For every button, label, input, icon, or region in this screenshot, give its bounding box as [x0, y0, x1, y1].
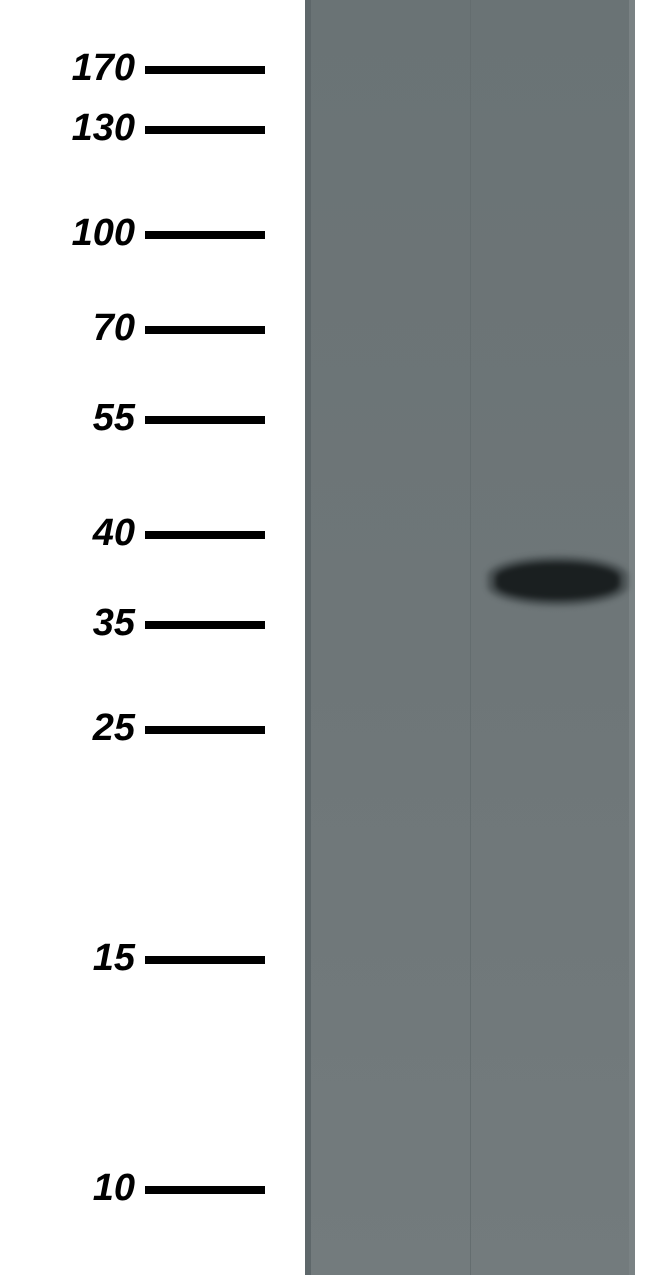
marker-label-25: 25 [35, 707, 135, 750]
marker-tick-55 [145, 416, 265, 424]
membrane-edge-left [305, 0, 311, 1275]
marker-label-70: 70 [35, 307, 135, 350]
lane-divider [470, 0, 471, 1275]
marker-label-100: 100 [35, 212, 135, 255]
marker-label-35: 35 [35, 602, 135, 645]
marker-label-10: 10 [35, 1167, 135, 1210]
marker-tick-130 [145, 126, 265, 134]
marker-label-40: 40 [35, 512, 135, 555]
marker-label-130: 130 [35, 107, 135, 150]
marker-tick-100 [145, 231, 265, 239]
marker-tick-25 [145, 726, 265, 734]
marker-tick-40 [145, 531, 265, 539]
membrane-region [305, 0, 635, 1275]
marker-label-55: 55 [35, 397, 135, 440]
membrane-edge-right [629, 0, 635, 1275]
marker-tick-35 [145, 621, 265, 629]
marker-label-170: 170 [35, 47, 135, 90]
western-blot-figure: 170 130 100 70 55 40 35 25 15 10 [0, 0, 650, 1275]
marker-tick-10 [145, 1186, 265, 1194]
marker-tick-15 [145, 956, 265, 964]
band-core [495, 562, 620, 600]
marker-label-15: 15 [35, 937, 135, 980]
marker-tick-170 [145, 66, 265, 74]
marker-tick-70 [145, 326, 265, 334]
